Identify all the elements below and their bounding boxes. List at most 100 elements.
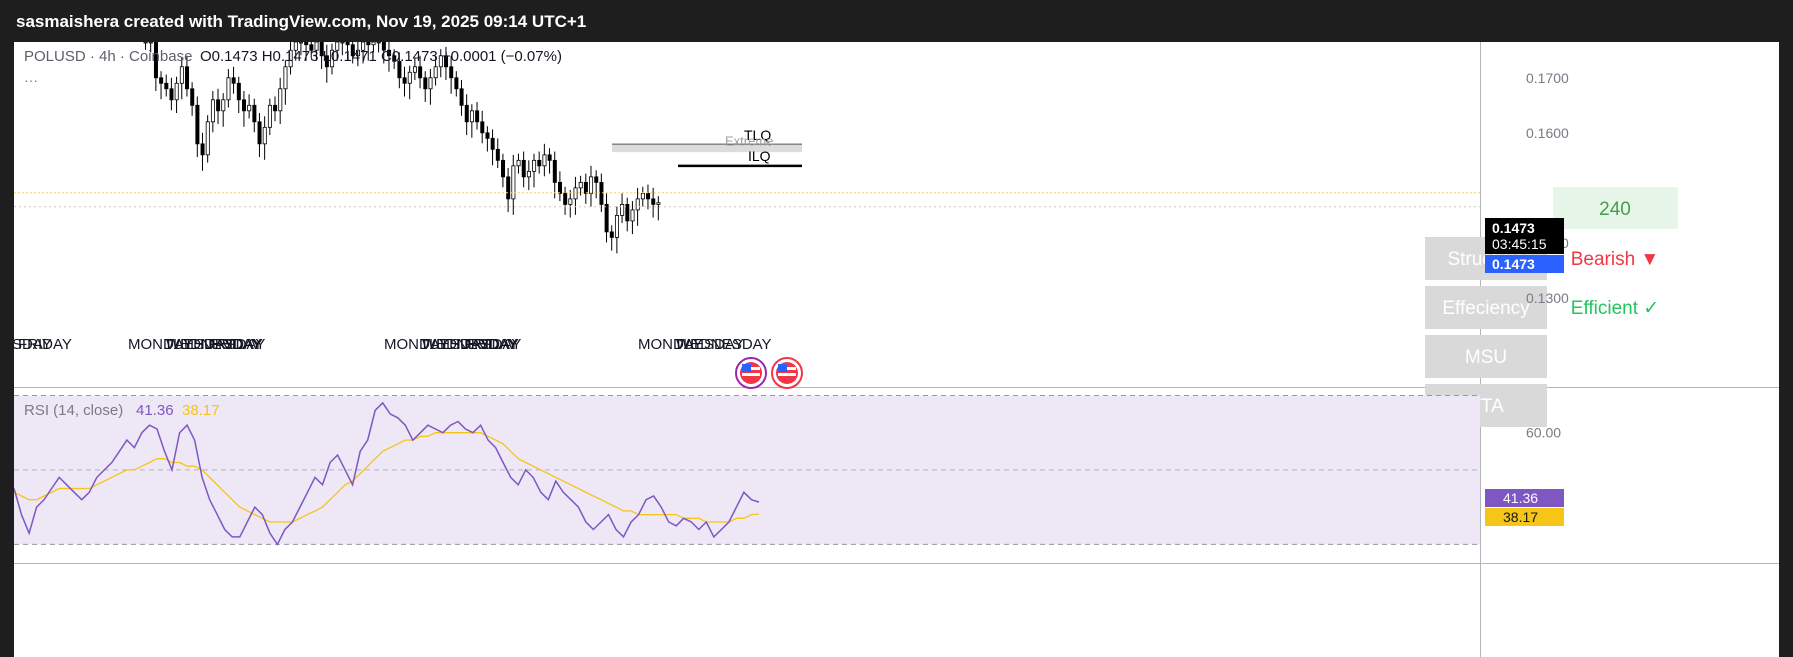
candle-body: [174, 82, 179, 101]
candle-body: [185, 66, 190, 90]
candle-body: [361, 42, 366, 51]
candle-body: [656, 202, 661, 205]
candle-body: [169, 88, 174, 101]
us-event-flag-2[interactable]: [771, 357, 803, 389]
candle-body: [210, 99, 215, 123]
candle-body: [278, 88, 283, 112]
candle-body: [423, 77, 428, 90]
candle-body: [397, 60, 402, 79]
candle-body: [190, 88, 195, 106]
candle-body: [407, 71, 412, 84]
time-label: FRIDAY: [209, 336, 263, 353]
candle-body: [532, 159, 537, 172]
legend-more-button[interactable]: ···: [24, 72, 38, 88]
rsi-ma-line: [14, 432, 760, 523]
time-label: WEDNESDAY: [422, 336, 518, 353]
candle-body: [620, 203, 625, 216]
rsi-title[interactable]: RSI (14, close): [24, 402, 123, 419]
dashboard-row-msu: MSU: [1425, 335, 1547, 378]
candle-body: [345, 42, 350, 46]
candle-body: [449, 66, 454, 79]
time-label: WEDNESDAY: [676, 336, 772, 353]
time-label: TUESDAY: [164, 336, 234, 353]
candle-body: [293, 42, 298, 51]
candle-body: [469, 110, 474, 123]
candle-body: [599, 181, 604, 205]
candle-body: [485, 132, 490, 139]
candle-body: [547, 154, 552, 161]
candle-body: [433, 66, 438, 79]
candle-body: [594, 176, 599, 183]
candle-body: [537, 159, 542, 167]
current-price-badge: 0.1473 03:45:15: [1485, 218, 1564, 254]
candle-body: [319, 42, 324, 57]
rsi-value-badge: [1485, 489, 1564, 507]
candle-body: [309, 44, 314, 51]
price-tick: 0.1300: [1526, 290, 1569, 306]
price-pane[interactable]: [14, 42, 1480, 387]
candle-body: [335, 42, 340, 51]
candle-body: [242, 99, 247, 112]
last-price-value: 0.1473: [1492, 256, 1535, 272]
candle-body: [371, 42, 376, 46]
candle-body: [231, 77, 236, 84]
candle-body: [475, 110, 480, 123]
candle-body: [350, 44, 355, 57]
candle-body: [273, 104, 278, 112]
candle-body: [153, 42, 158, 79]
extreme-zone: [612, 144, 802, 153]
time-label: FRIDAY: [465, 336, 519, 353]
time-label: TUESDAY: [674, 336, 744, 353]
candle-body: [148, 42, 153, 44]
candle-body: [604, 203, 609, 233]
candle-body: [578, 181, 583, 189]
chart-area[interactable]: TLQ Extreme ILQ POLUSD · 4h · Coinbase O0.…: [14, 42, 1779, 657]
rsi-badge-text: 41.36: [1503, 490, 1538, 506]
rsi-ma-badge-text: 38.17: [1503, 509, 1538, 525]
candle-body: [324, 55, 329, 68]
extreme-label: Extreme: [725, 133, 773, 148]
rsi-pane[interactable]: RSI (14, close) 41.36 38.17 60.00 41.36 …: [14, 394, 1564, 546]
candle-body: [164, 82, 169, 90]
candle-body: [252, 104, 257, 123]
candle-body: [568, 198, 573, 205]
candle-body: [226, 77, 231, 101]
timeframe-box: [1553, 187, 1678, 229]
candle-body: [205, 121, 210, 156]
current-price-value: 0.1473: [1492, 220, 1535, 236]
rsi-ma-badge: [1485, 508, 1564, 526]
symbol-legend[interactable]: POLUSD · 4h · Coinbase: [24, 48, 192, 65]
candle-body: [376, 42, 381, 44]
candle-body: [521, 159, 526, 178]
time-label: FRIDAY: [18, 336, 72, 353]
candle-body: [630, 209, 635, 222]
candlestick-series: [143, 42, 661, 254]
candle-body: [651, 198, 656, 205]
candle-body: [366, 42, 371, 46]
candle-body: [267, 104, 272, 128]
candle-body: [635, 198, 640, 211]
ilq-label: ILQ: [748, 148, 771, 164]
candle-body: [143, 42, 148, 44]
time-label: THURSDAY: [440, 336, 521, 353]
candle-body: [480, 121, 485, 134]
candle-body: [589, 176, 594, 194]
price-tick: 0.1700: [1526, 70, 1569, 86]
candle-body: [490, 137, 495, 150]
candle-body: [640, 192, 645, 200]
candle-body: [428, 77, 433, 90]
candle-body: [247, 104, 252, 112]
candle-body: [516, 159, 521, 167]
time-label: MONDAY: [384, 336, 449, 353]
candle-body: [438, 55, 443, 68]
candle-body: [298, 42, 303, 44]
timeframe-label: 240: [1599, 199, 1631, 220]
us-event-flag[interactable]: [735, 357, 767, 389]
candle-body: [159, 77, 164, 84]
candle-body: [257, 121, 262, 145]
candle-body: [558, 181, 563, 194]
candle-body: [195, 104, 200, 145]
